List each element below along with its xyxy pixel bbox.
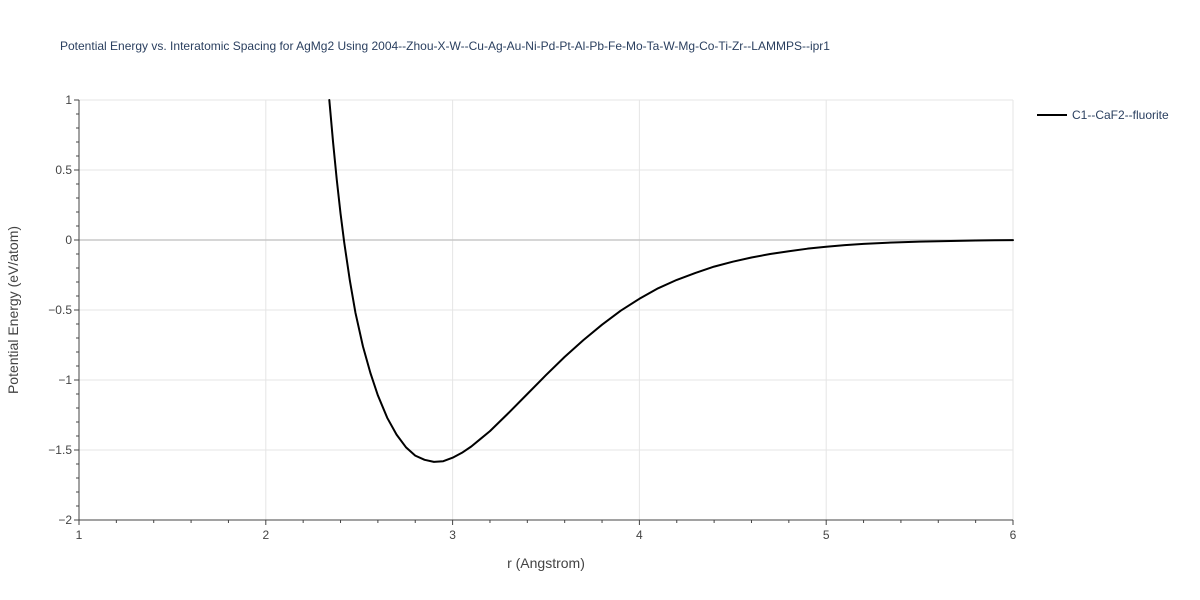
x-tick-label: 2 (262, 528, 269, 542)
y-tick-label: −1 (58, 373, 72, 387)
y-tick-label: 0.5 (55, 163, 72, 177)
x-tick-label: 3 (449, 528, 456, 542)
y-axis-title: Potential Energy (eV/atom) (5, 226, 21, 394)
x-tick-label: 6 (1010, 528, 1017, 542)
series-line-c1-caf2-fluorite[interactable] (328, 99, 1014, 463)
x-tick-label: 5 (823, 528, 830, 542)
x-tick-label: 1 (76, 528, 83, 542)
legend[interactable]: C1--CaF2--fluorite (1037, 108, 1169, 122)
legend-entry-c1-caf2-fluorite[interactable]: C1--CaF2--fluorite (1072, 108, 1169, 122)
axes: 1 2 3 4 5 6 1 0.5 0 −0.5 −1 −1.5 −2 (48, 93, 1016, 542)
y-tick-label: 0 (65, 233, 72, 247)
y-tick-label: 1 (65, 93, 72, 107)
chart-title: Potential Energy vs. Interatomic Spacing… (60, 39, 830, 53)
x-axis-title: r (Angstrom) (507, 555, 585, 571)
series-layer (328, 99, 1014, 463)
y-tick-label: −0.5 (48, 303, 72, 317)
y-tick-label: −2 (58, 513, 72, 527)
x-tick-label: 4 (636, 528, 643, 542)
y-tick-label: −1.5 (48, 443, 72, 457)
grid (79, 99, 1014, 520)
